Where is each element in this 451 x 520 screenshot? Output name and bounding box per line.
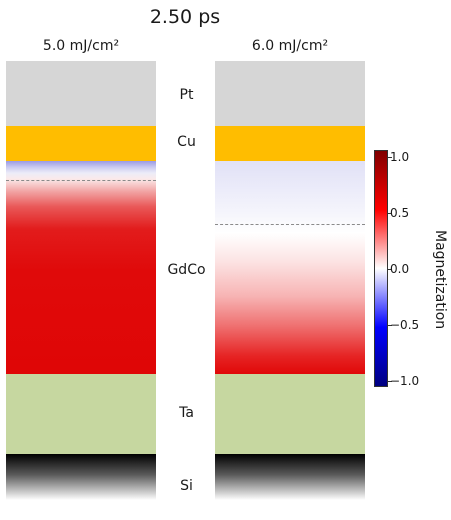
ta-layer <box>6 374 156 454</box>
layer-label-ta: Ta <box>179 405 194 421</box>
domain-wall-line <box>215 224 365 225</box>
panel-title-left: 5.0 mJ/cm² <box>42 38 120 54</box>
colorbar-tick <box>388 325 392 326</box>
magnetization-colorbar <box>374 150 388 387</box>
colorbar-tick-label: 1.0 <box>390 150 410 164</box>
layer-stack-right <box>215 61 365 500</box>
layer-label-gdco: GdCo <box>167 262 206 278</box>
gdco-layer <box>215 161 365 374</box>
ta-layer <box>215 374 365 454</box>
layer-label-pt: Pt <box>179 87 194 103</box>
layer-label-si: Si <box>180 478 193 494</box>
colorbar-label: Magnetization <box>432 230 448 330</box>
domain-wall-line <box>6 180 156 181</box>
layer-label-cu: Cu <box>177 134 196 150</box>
colorbar-tick-label: 0.5 <box>390 206 410 220</box>
colorbar-tick <box>388 269 392 270</box>
pt-layer <box>6 61 156 126</box>
si-layer <box>215 454 365 500</box>
colorbar-tick-label: −1.0 <box>390 374 420 388</box>
colorbar-tick <box>388 381 392 382</box>
colorbar-tick <box>388 157 392 158</box>
gdco-layer <box>6 161 156 374</box>
colorbar-tick <box>388 213 392 214</box>
cu-layer <box>215 126 365 161</box>
layer-stack-left <box>6 61 156 500</box>
colorbar-tick-label: 0.0 <box>390 262 410 276</box>
colorbar-tick-label: −0.5 <box>390 318 420 332</box>
panel-title-right: 6.0 mJ/cm² <box>251 38 329 54</box>
cu-layer <box>6 126 156 161</box>
time-title: 2.50 ps <box>149 6 221 28</box>
si-layer <box>6 454 156 500</box>
pt-layer <box>215 61 365 126</box>
